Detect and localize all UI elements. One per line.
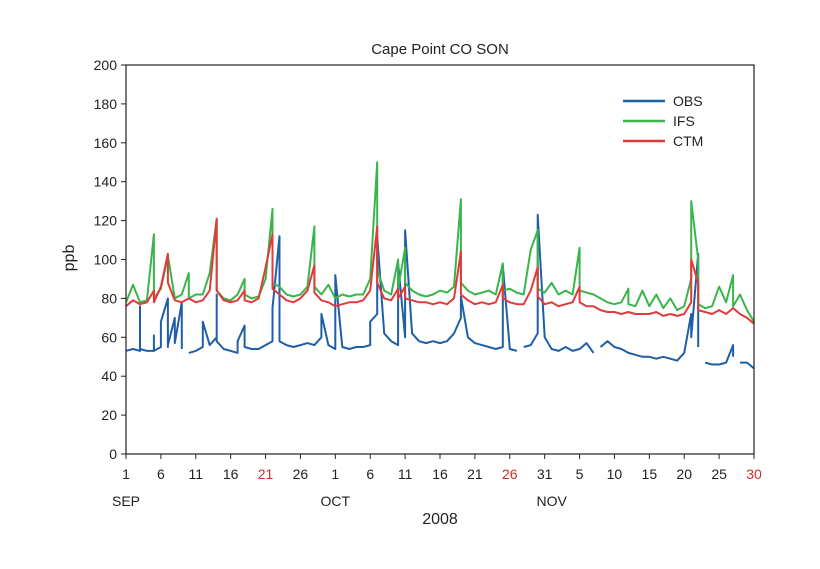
y-tick-label: 40	[101, 368, 117, 384]
y-axis-label: ppb	[61, 245, 78, 272]
x-tick-label: 5	[576, 466, 584, 482]
x-tick-label: 21	[258, 466, 274, 482]
series-line-ifs	[125, 161, 755, 323]
series-line-obs	[125, 213, 755, 370]
chart-title: Cape Point CO SON	[371, 41, 509, 58]
x-axis-label: 2008	[422, 511, 458, 528]
x-tick-label: 11	[189, 466, 204, 482]
x-tick-label: 10	[607, 466, 623, 482]
x-tick-label: 1	[122, 466, 130, 482]
x-axis-ticks: 1 6 11 16 21 26 1 6 11 16 21 26 31 5 10 15 20 25 30	[122, 454, 762, 482]
legend-label-ctm: CTM	[673, 133, 703, 149]
month-label: OCT	[321, 493, 351, 509]
y-tick-label: 100	[94, 252, 118, 268]
y-tick-label: 160	[94, 135, 118, 151]
y-tick-label: 20	[101, 407, 117, 423]
x-tick-label: 21	[467, 466, 483, 482]
x-tick-label: 16	[432, 466, 448, 482]
series-line-ctm	[125, 217, 755, 325]
x-tick-label: 26	[293, 466, 309, 482]
month-label: NOV	[536, 493, 567, 509]
legend: OBS IFS CTM	[623, 93, 703, 149]
plot-frame	[125, 64, 755, 455]
legend-label-ifs: IFS	[673, 113, 695, 129]
x-tick-label: 30	[746, 466, 762, 482]
month-labels: SEP OCT NOV	[112, 493, 567, 509]
y-tick-label: 120	[94, 213, 118, 229]
x-tick-label: 15	[642, 466, 658, 482]
y-tick-label: 180	[94, 96, 118, 112]
x-tick-label: 6	[157, 466, 165, 482]
legend-label-obs: OBS	[673, 93, 703, 109]
y-tick-label: 0	[109, 446, 117, 462]
y-tick-label: 140	[94, 174, 118, 190]
y-tick-label: 80	[101, 290, 117, 306]
x-tick-label: 1	[331, 466, 339, 482]
x-tick-label: 20	[676, 466, 692, 482]
y-tick-label: 200	[94, 57, 118, 73]
month-label: SEP	[112, 493, 140, 509]
x-tick-label: 6	[366, 466, 374, 482]
x-tick-label: 25	[711, 466, 727, 482]
y-axis-ticks: 0 20 40 60 80 100 120 140 160 180 200	[94, 57, 126, 462]
x-tick-label: 31	[537, 466, 553, 482]
x-tick-label: 26	[502, 466, 518, 482]
x-tick-label: 16	[223, 466, 239, 482]
series-layer	[125, 161, 755, 370]
x-tick-label: 11	[398, 466, 413, 482]
y-tick-label: 60	[101, 329, 117, 345]
